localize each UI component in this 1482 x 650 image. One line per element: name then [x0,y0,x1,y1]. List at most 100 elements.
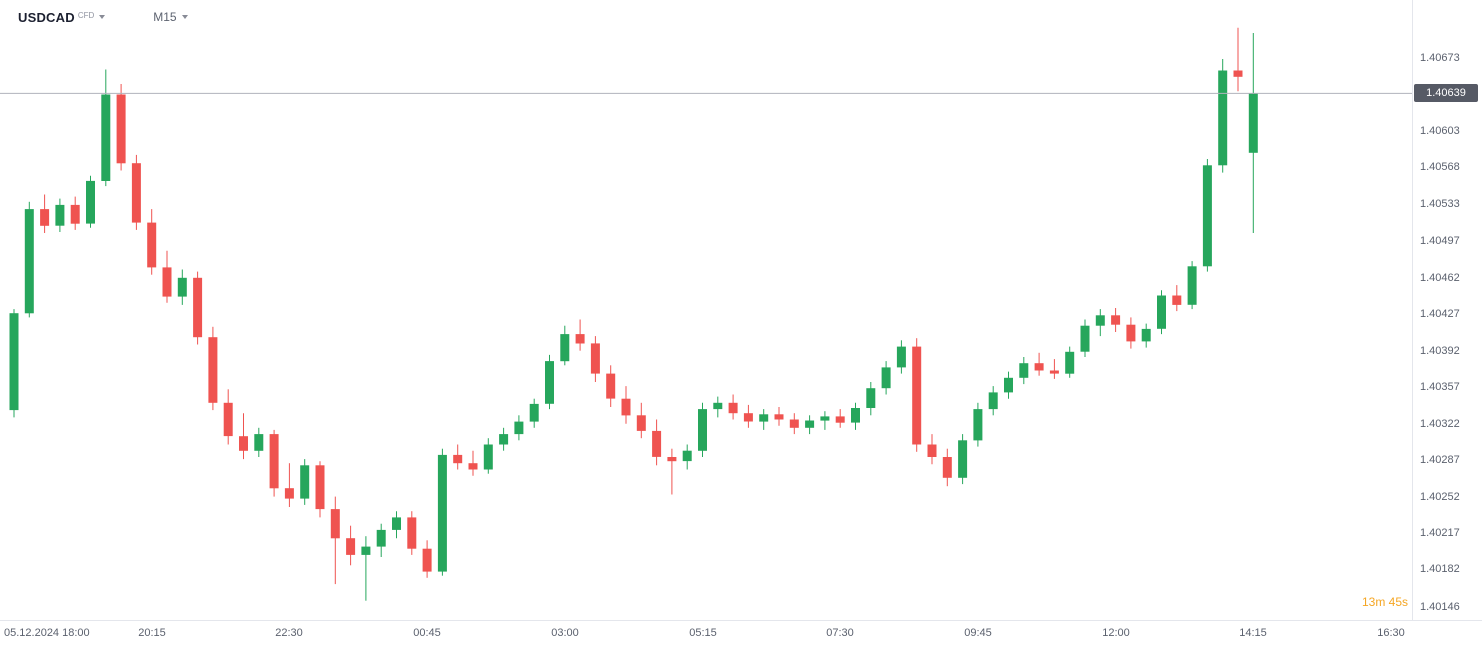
candle-body [759,414,769,422]
candle-body [958,440,968,478]
candle-body [239,436,248,451]
candle-body [1080,325,1090,352]
price-axis-label: 1.40603 [1420,125,1460,137]
candle-body [86,180,95,224]
price-axis-label: 1.40533 [1420,198,1460,210]
candle-body [1111,315,1121,325]
candle-body [1233,70,1243,77]
chevron-down-icon [99,15,106,19]
time-axis-label: 05.12.2024 18:00 [4,627,90,639]
price-axis-label: 1.40392 [1420,345,1460,357]
candle-body [70,204,80,224]
candle-body [361,546,371,555]
chevron-down-icon [181,15,188,19]
time-axis-label: 14:15 [1239,627,1267,639]
candle-body [1172,295,1182,305]
candle-body [40,209,50,226]
price-axis-label: 1.40568 [1420,161,1460,173]
candle-body [698,409,707,451]
candle-body [1004,377,1013,393]
candle-body [300,465,310,499]
symbol-selector-button[interactable]: USDCAD CFD [18,10,106,25]
price-axis-label: 1.40673 [1420,52,1460,64]
candle-body [437,454,447,572]
time-axis-label: 22:30 [275,627,303,639]
price-axis-separator [1412,0,1413,620]
candle-body [147,222,157,268]
candle-body [560,334,570,362]
candle-body [55,204,65,226]
candle-body [606,373,616,399]
time-axis-label: 07:30 [826,627,854,639]
candle-body [636,415,646,431]
time-axis-label: 16:30 [1377,627,1405,639]
candle-body [835,416,845,423]
symbol-name: USDCAD [18,10,75,25]
candle-body [728,402,738,414]
candle-body [223,402,233,437]
candle-body [1157,295,1166,329]
candle-body [973,409,983,441]
time-axis-label: 00:45 [413,627,441,639]
price-axis[interactable]: 1.40673 1.40603 1.40568 1.40533 1.40497 1.404… [1412,0,1482,620]
candle-body [483,444,493,470]
candle-body [896,346,906,368]
candle-body [820,416,830,421]
candle-body [269,434,279,489]
symbol-header: USDCAD CFD M15 [18,10,188,25]
candle-body [789,419,799,428]
candle-body [942,457,952,478]
price-axis-label: 1.40217 [1420,527,1460,539]
candle-body [422,548,432,572]
candle-body [1065,351,1075,374]
candle-body [392,517,401,530]
candle-body [330,509,340,539]
candle-body [453,454,463,464]
candle-body [682,450,692,462]
time-axis-label: 05:15 [689,627,717,639]
price-axis-label: 1.40182 [1420,563,1460,575]
candle-body [1095,315,1105,326]
candle-body [1202,165,1212,267]
time-axis-label: 03:00 [551,627,579,639]
candle-body [1049,370,1059,374]
candle-body [284,488,294,499]
candle-body [514,421,524,435]
candle-body [1187,266,1197,305]
candle-body [131,163,141,223]
candle-body [254,434,264,451]
candle-body [1248,93,1258,153]
candle-body [376,529,386,547]
candle-body [881,367,891,389]
candle-body [468,463,478,470]
candle-body [1034,363,1044,371]
time-axis-separator [0,620,1482,621]
price-axis-label: 1.40322 [1420,418,1460,430]
candle-body [9,313,19,411]
price-axis-label: 1.40146 [1420,601,1460,613]
price-axis-label: 1.40357 [1420,381,1460,393]
candle-body [667,457,677,462]
candle-body [177,277,187,297]
candle-body [499,434,509,445]
price-axis-label: 1.40462 [1420,272,1460,284]
candle-body [652,430,662,457]
market-type-label: CFD [77,11,95,20]
candle-body [1141,328,1151,342]
time-axis[interactable]: 05.12.2024 18:00 20:15 22:30 00:45 03:00 05:1… [0,620,1482,650]
price-axis-label: 1.40252 [1420,491,1460,503]
candle-body [912,346,922,445]
candle-body [116,94,126,164]
candle-body [545,361,554,404]
candle-body [529,403,539,422]
candle-body [851,408,860,423]
time-axis-label: 20:15 [138,627,166,639]
timeframe-selector-button[interactable]: M15 [105,10,188,24]
candle-body [575,334,585,344]
candle-body [208,337,218,403]
price-axis-label: 1.40497 [1420,235,1460,247]
current-price-label: 1.40639 [1414,84,1478,102]
candle-body [866,388,876,408]
